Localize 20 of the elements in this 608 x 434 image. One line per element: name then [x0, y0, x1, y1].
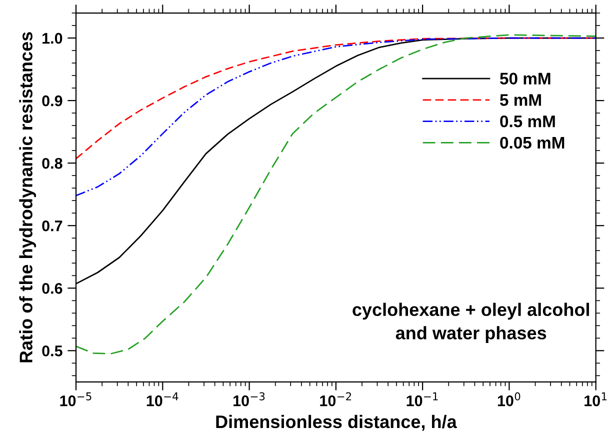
- x-tick-label: 10$^{−2}$: [320, 392, 352, 406]
- legend-label: 50 mM: [500, 72, 550, 85]
- x-axis-title: Dimensionless distance, h/a: [216, 414, 457, 431]
- legend-label: 0.05 mM: [500, 136, 564, 149]
- y-tick-label: 1.0: [42, 32, 62, 44]
- y-axis-title: Ratio of the hydrodynamic resistances: [19, 32, 36, 362]
- x-tick-label: 10$^{−3}$: [234, 392, 265, 406]
- y-tick-label: 0.7: [42, 220, 62, 232]
- y-tick-label: 0.6: [42, 283, 62, 294]
- y-tick-label: 0.9: [42, 95, 62, 106]
- x-tick-label: 10$^{1}$: [584, 392, 607, 406]
- legend-label: 0.5 mM: [500, 115, 555, 128]
- x-tick-label: 10$^{0}$: [498, 392, 520, 406]
- x-tick-label: 10$^{−4}$: [146, 392, 178, 406]
- x-tick-label: 10$^{−5}$: [60, 392, 92, 406]
- y-tick-label: 0.8: [42, 158, 62, 169]
- x-tick-label: 10$^{−1}$: [406, 392, 438, 406]
- y-tick-label: 0.5: [42, 346, 62, 356]
- legend-label: 5 mM: [500, 94, 541, 106]
- annotation: cyclohexane + oleyl alcohol and water phases: [352, 302, 589, 343]
